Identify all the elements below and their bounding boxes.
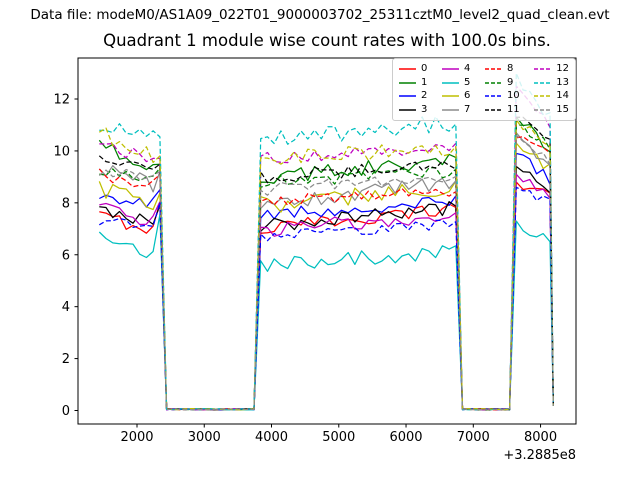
legend-item-10: 10 [484,90,520,101]
legend-label: 12 [556,63,569,74]
x-tick-label: 8000 [524,430,557,445]
legend-item-4: 4 [441,63,471,74]
series-line-12 [99,85,554,411]
legend-swatch-dashed-line [534,108,552,111]
y-tick-label: 12 [53,93,70,108]
x-tick-label: 5000 [322,430,355,445]
legend-item-3: 3 [399,103,428,115]
series-line-15 [98,134,554,411]
legend-item-9: 9 [484,76,520,88]
legend-swatch-solid-line [441,95,459,97]
legend-label: 13 [556,76,569,88]
legend-swatch-solid-line [399,108,416,111]
legend-label: 15 [556,103,569,115]
series-line-10 [98,186,554,411]
legend-swatch-dashed-line [484,81,502,84]
x-tick-label: 7000 [457,430,490,445]
legend-swatch-solid-line [399,68,416,70]
legend-label: 2 [421,90,428,101]
legend-item-12: 12 [534,64,569,74]
legend-swatch-solid-line [441,81,459,84]
legend-item-2: 2 [399,91,427,101]
legend-item-13: 13 [534,76,569,88]
legend-item-6: 6 [441,90,471,101]
legend-item-14: 14 [534,91,569,101]
legend-label: 7 [463,103,471,115]
legend-column: 4 5 6 7 [441,63,471,115]
y-tick-label: 10 [53,144,70,159]
legend-label: 5 [463,76,471,88]
legend-column: 0 1 2 3 [399,64,427,115]
y-tick-label: 0 [62,404,70,419]
legend-swatch-dashed-line [534,81,552,84]
legend-label: 3 [421,103,428,115]
legend-swatch-solid-line [399,95,416,97]
y-tick-label: 6 [62,248,70,263]
series-line-0 [99,181,554,411]
legend-label: 6 [463,90,471,101]
legend-column: 12 13 14 15 [534,64,569,115]
x-tick-label: 6000 [389,430,422,445]
legend-label: 0 [421,63,428,74]
axes-spines [77,57,577,425]
series-line-8 [98,135,554,411]
legend-swatch-dashed-line [534,95,552,97]
legend-label: 8 [506,63,514,74]
legend-label: 11 [506,103,520,115]
legend-label: 1 [421,76,428,88]
y-tick-label: 4 [62,300,70,315]
series-line-4 [99,173,554,411]
x-tick-label: 3000 [188,430,221,445]
series-line-6 [98,142,554,411]
series-line-2 [99,152,554,411]
x-tick-label: 4000 [255,430,288,445]
x-tick-label: 2000 [120,430,153,445]
legend-item-5: 5 [441,76,471,88]
x-axis-offset-label: +3.2885e8 [503,448,576,463]
legend-item-11: 11 [484,103,520,115]
legend-swatch-solid-line [441,108,459,111]
legend-swatch-solid-line [399,81,416,84]
legend-item-7: 7 [441,103,471,115]
series-line-13 [99,72,554,411]
series-line-14 [98,119,554,411]
legend-label: 4 [463,63,471,74]
legend-item-15: 15 [534,103,569,115]
legend-item-8: 8 [484,63,520,74]
legend-item-1: 1 [399,76,428,88]
series-line-9 [99,124,554,411]
legend-swatch-dashed-line [484,95,502,97]
legend-swatch-solid-line [441,68,459,70]
legend-item-0: 0 [399,64,427,74]
legend-swatch-dashed-line [484,68,502,70]
legend-swatch-dashed-line [484,108,502,111]
legend: 0 1 2 3 4 5 6 7 8 9 10 11 12 13 14 15 [392,58,576,121]
y-tick-label: 2 [62,352,70,367]
legend-column: 8 9 10 11 [484,63,520,115]
series-line-7 [98,132,554,411]
series-line-5 [98,213,554,411]
chart-title: Quadrant 1 module wise count rates with … [103,31,551,50]
series-line-3 [99,165,554,411]
legend-label: 10 [506,90,520,101]
data-file-header: Data file: modeM0/AS1A09_022T01_90000037… [30,7,610,23]
legend-label: 14 [556,90,569,101]
y-tick-label: 8 [62,196,70,211]
legend-label: 9 [506,76,514,88]
legend-swatch-dashed-line [534,68,552,70]
